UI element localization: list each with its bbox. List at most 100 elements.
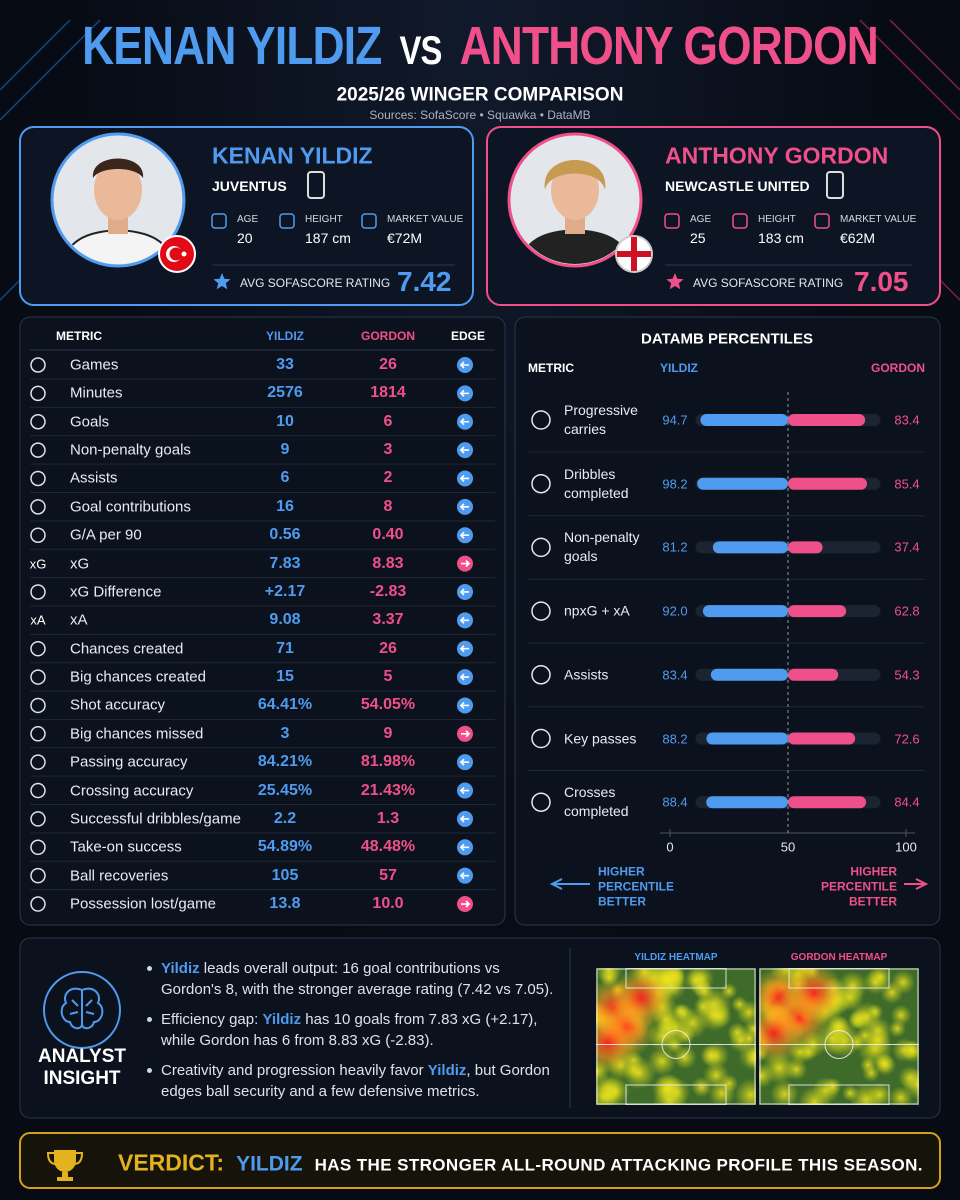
column-header: METRIC <box>56 329 102 343</box>
edge-arrow <box>459 616 469 624</box>
category-label: Non-penalty goals <box>564 529 640 565</box>
stat-label: AGE <box>690 214 712 225</box>
row-icon <box>30 726 46 742</box>
heat-blob <box>890 1004 912 1026</box>
rating-star <box>213 273 231 290</box>
yildiz-value: 2.2 <box>273 809 297 827</box>
row-icon <box>30 811 46 827</box>
edge-arrow <box>459 361 469 369</box>
heat-blob <box>825 1015 853 1043</box>
row-icon <box>30 357 46 373</box>
heat-blob <box>866 1003 884 1021</box>
bullet-text: leads overall output: 16 goal contributi… <box>161 960 554 998</box>
gordon-value: 0.40 <box>372 526 404 544</box>
heatmap-title: GORDON HEATMAP <box>790 952 888 963</box>
heat-blob <box>901 1040 919 1060</box>
club-crest <box>307 171 325 199</box>
yildiz-value: 84.21% <box>257 753 313 771</box>
verdict-panel <box>19 1132 941 1189</box>
gordon-value: 2 <box>383 469 393 487</box>
heat-hotspot <box>784 968 844 1023</box>
highlight: Yildiz <box>262 1011 302 1028</box>
yildiz-value: 105 <box>271 866 299 884</box>
insight-label: ANALYST INSIGHT <box>38 1046 126 1089</box>
heat-blob <box>798 1085 831 1105</box>
verdict-text: HAS THE STRONGER ALL-ROUND ATTACKING PRO… <box>314 1155 923 1175</box>
x-tick-label: 0 <box>666 839 674 855</box>
stat-value: €62M <box>840 230 876 246</box>
edge-arrow <box>459 815 469 823</box>
stat-icon <box>814 213 830 229</box>
yildiz-value: 0.56 <box>269 526 301 544</box>
data-label: 81.2 <box>662 539 688 555</box>
heat-blob <box>720 982 738 1000</box>
row-icon-label: xG <box>29 556 47 572</box>
metric-name: Chances created <box>70 640 184 658</box>
bullet-text: Efficiency gap: <box>161 1011 263 1028</box>
face <box>94 160 142 220</box>
row-icon <box>30 640 46 657</box>
insight-bullet: Efficiency gap: Yildiz has 10 goals from… <box>145 1009 563 1051</box>
edge-arrow <box>461 900 471 908</box>
edge-arrow <box>459 418 469 426</box>
edge-arrow <box>459 843 469 851</box>
metric-icon <box>531 792 551 812</box>
flag-cross <box>617 251 651 257</box>
rating-star <box>666 273 684 290</box>
heat-hotspot <box>759 1003 804 1063</box>
bar <box>706 796 788 809</box>
flag-star <box>181 251 187 257</box>
yildiz-value: 7.83 <box>269 554 301 572</box>
gordon-value: 8 <box>383 497 393 515</box>
data-label: 94.7 <box>662 412 688 428</box>
category-label: npxG + xA <box>564 602 630 619</box>
metric-icon <box>531 665 551 685</box>
stat-icon <box>211 213 227 229</box>
legend-entry: YILDIZ <box>660 361 698 375</box>
stat-label: MARKET VALUE <box>840 214 917 225</box>
metric-name: Ball recoveries <box>70 867 169 885</box>
heatmap <box>759 968 919 1105</box>
gordon-value: 21.43% <box>360 781 416 799</box>
edge-arrow <box>461 560 471 568</box>
heat-blob <box>759 1063 774 1088</box>
category-label: Dribbles completed <box>564 465 629 501</box>
legend-entry: GORDON <box>871 361 925 375</box>
row-icon <box>30 697 46 714</box>
heat-blob <box>902 1068 919 1100</box>
stat-icon <box>361 213 377 229</box>
gordon-value: 1.3 <box>376 809 400 827</box>
data-label: 85.4 <box>894 476 920 492</box>
data-label: 88.4 <box>662 794 688 810</box>
title-left: KENAN YILDIZ <box>82 16 382 76</box>
data-label: 84.4 <box>894 794 920 810</box>
gordon-value: 26 <box>379 356 397 373</box>
stat-icon <box>732 213 748 229</box>
gordon-value: 9 <box>383 724 393 742</box>
gordon-value: 8.83 <box>372 554 404 572</box>
heat-blob <box>873 1052 894 1073</box>
metric-header: METRIC <box>528 361 574 375</box>
yildiz-value: 64.41% <box>257 696 313 714</box>
data-label: 83.4 <box>894 412 920 428</box>
bar <box>788 732 856 745</box>
stat-value: 25 <box>690 230 706 246</box>
metric-name: Possession lost/game <box>70 895 216 913</box>
row-icon <box>30 896 46 912</box>
gordon-value: 3 <box>383 441 393 459</box>
gordon-value: 48.48% <box>360 838 416 856</box>
metric-name: Take-on success <box>70 838 182 856</box>
stat-label: HEIGHT <box>758 214 796 225</box>
gordon-value: 3.37 <box>372 611 404 629</box>
row-icon <box>30 470 46 487</box>
sources: Sources: SofaScore • Squawka • DataMB <box>369 108 591 122</box>
gordon-value: 81.98% <box>360 753 416 771</box>
stat-value: 20 <box>237 230 253 246</box>
edge-arrow <box>459 531 469 539</box>
flag-crescent <box>169 247 183 261</box>
face <box>551 160 599 220</box>
yildiz-value: 2576 <box>267 384 303 402</box>
insight-text: Yildiz leads overall output: 16 goal con… <box>145 958 563 1111</box>
heat-blob <box>770 1079 799 1105</box>
